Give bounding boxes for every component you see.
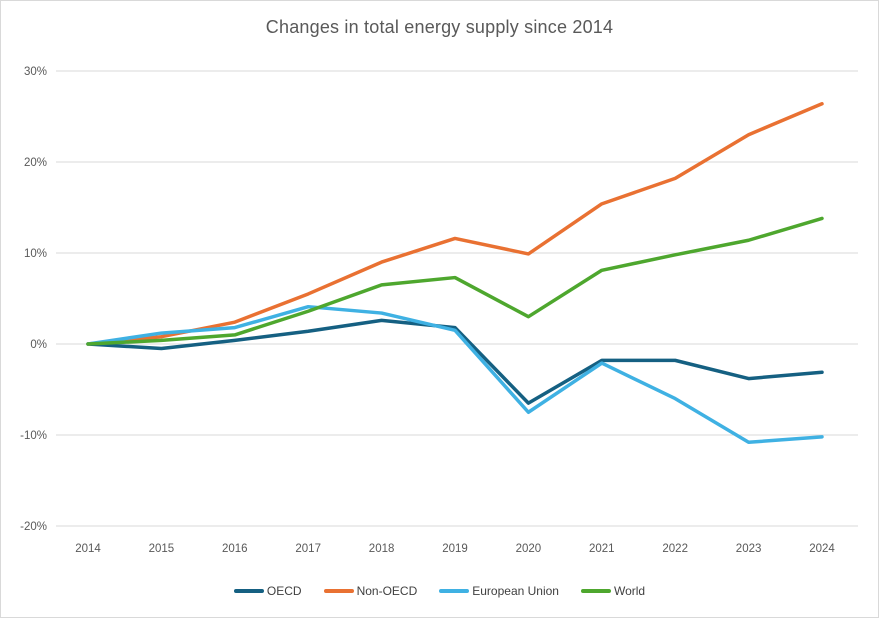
x-tick-label: 2016: [222, 543, 248, 555]
x-tick-label: 2017: [295, 543, 321, 555]
legend-label-world: World: [613, 584, 646, 598]
x-tick-label: 2023: [736, 543, 762, 555]
legend-label-oecd: OECD: [266, 584, 302, 598]
legend-item-non-oecd: Non-OECD: [323, 584, 418, 598]
x-tick-label: 2021: [589, 543, 615, 555]
chart-legend: OECD Non-OECD European Union World: [1, 584, 878, 598]
legend-item-european-union: European Union: [439, 584, 559, 598]
y-axis-labels: 30% 20% 10% 0% -10% -20%: [20, 66, 47, 533]
x-tick-label: 2018: [369, 543, 395, 555]
legend-line-swatch-european-union: [439, 589, 470, 593]
y-tick-label: 10%: [24, 248, 47, 260]
line-series-world: [86, 216, 824, 346]
legend-line-swatch-world: [580, 589, 611, 593]
legend-label-european-union: European Union: [472, 584, 559, 598]
y-tick-label: 20%: [24, 157, 47, 169]
chart-title: Changes in total energy supply since 201…: [265, 17, 614, 37]
x-tick-label: 2022: [662, 543, 688, 555]
x-axis-labels: 2014 2015 2016 2017 2018 2019 2020 2021 2022 2023…: [75, 543, 835, 555]
legend-item-world: World: [580, 584, 646, 598]
legend-line-swatch-oecd: [233, 589, 264, 593]
x-tick-label: 2014: [75, 543, 101, 555]
x-tick-label: 2020: [516, 543, 542, 555]
line-series-non-oecd: [86, 102, 824, 346]
x-tick-label: 2024: [809, 543, 835, 555]
y-tick-label: -20%: [20, 521, 47, 533]
x-tick-label: 2015: [149, 543, 175, 555]
legend-label-non-oecd: Non-OECD: [356, 584, 418, 598]
line-series-european-union: [86, 304, 824, 445]
x-tick-label: 2019: [442, 543, 468, 555]
y-tick-label: 30%: [24, 66, 47, 78]
legend-line-swatch-non-oecd: [323, 589, 354, 593]
y-tick-label: -10%: [20, 430, 47, 442]
line-series-oecd: [86, 318, 824, 405]
legend-item-oecd: OECD: [233, 584, 302, 598]
y-tick-label: 0%: [30, 339, 47, 351]
